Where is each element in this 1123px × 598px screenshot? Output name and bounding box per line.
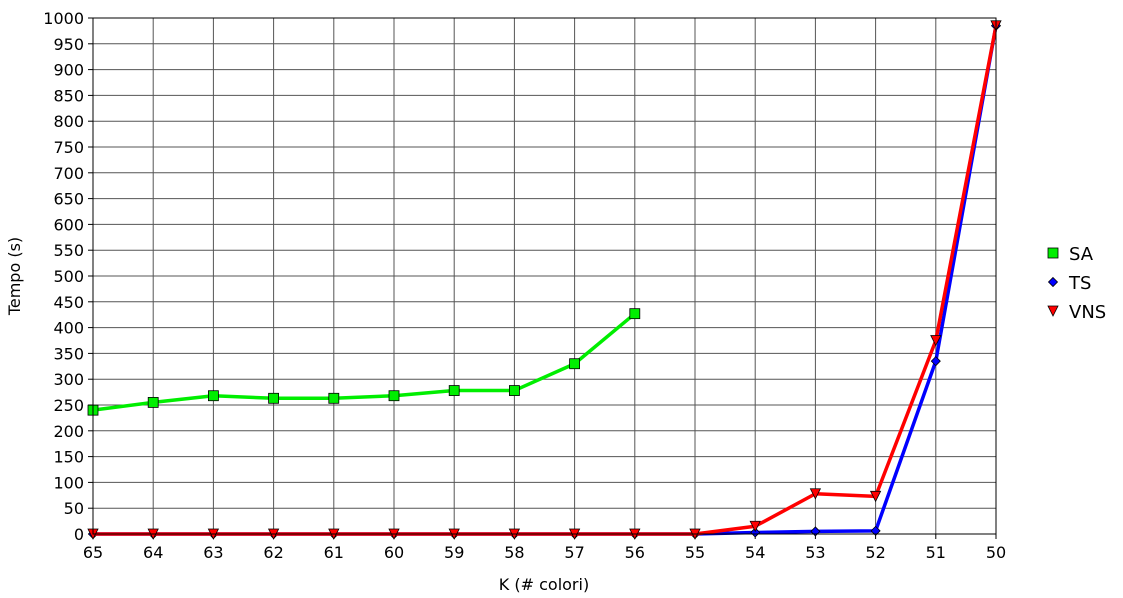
- y-tick-label: 0: [74, 525, 84, 544]
- y-tick-label: 500: [53, 267, 84, 286]
- y-tick-label: 200: [53, 422, 84, 441]
- y-tick-label: 100: [53, 473, 84, 492]
- legend-label-vns: VNS: [1069, 302, 1106, 323]
- x-tick-label: 65: [83, 543, 103, 562]
- y-tick-label: 550: [53, 241, 84, 260]
- data-point-sa: [328, 392, 340, 404]
- legend: SA TS VNS: [1047, 244, 1106, 323]
- x-tick-label: 58: [504, 543, 524, 562]
- data-point-vns: [869, 490, 882, 503]
- data-point-sa: [388, 390, 400, 402]
- y-tick-label: 1000: [43, 9, 84, 28]
- y-tick-label: 800: [53, 112, 84, 131]
- data-point-ts: [870, 525, 881, 536]
- data-point-vns: [749, 520, 761, 533]
- legend-label-sa: SA: [1069, 244, 1094, 265]
- y-tick-label: 250: [53, 396, 84, 415]
- data-point-vns: [930, 335, 942, 347]
- x-tick-label: 55: [685, 543, 705, 562]
- x-tick-label: 64: [143, 543, 163, 562]
- x-axis-title: K (# colori): [499, 575, 589, 594]
- y-tick-label: 700: [53, 164, 84, 183]
- data-point-vns: [809, 488, 822, 500]
- x-tick-label: 56: [625, 543, 645, 562]
- x-tick-label: 53: [805, 543, 825, 562]
- y-tick-label: 50: [64, 499, 84, 518]
- y-tick-label: 350: [53, 344, 84, 363]
- plot-frame: [92, 17, 997, 535]
- y-tick-label: 150: [53, 448, 84, 467]
- x-tick-label: 51: [926, 543, 946, 562]
- legend-marker-vns: [1047, 305, 1059, 317]
- x-tick-label: 52: [865, 543, 885, 562]
- data-point-sa: [448, 385, 460, 396]
- data-point-sa: [569, 358, 580, 370]
- data-point-sa: [629, 308, 641, 320]
- series-line-sa: [92, 312, 636, 412]
- y-tick-label: 650: [53, 190, 84, 209]
- legend-marker-ts: [1047, 276, 1059, 288]
- x-tick-label: 63: [203, 543, 223, 562]
- legend-label-ts: TS: [1068, 273, 1091, 294]
- x-tick-label: 62: [263, 543, 283, 562]
- grid: [88, 17, 997, 539]
- y-tick-label: 850: [53, 86, 84, 105]
- y-tick-label: 950: [53, 35, 84, 54]
- data-point-sa: [147, 397, 159, 408]
- x-tick-label: 61: [324, 543, 344, 562]
- x-tick-label: 57: [564, 543, 584, 562]
- y-tick-label: 300: [53, 370, 84, 389]
- data-point-sa: [268, 392, 280, 404]
- y-tick-label: 400: [53, 319, 84, 338]
- x-tick-label: 60: [384, 543, 404, 562]
- y-tick-labels: 0 50 100 150 200 250 300 350 400 450 500 550 600 650 7…: [43, 9, 84, 544]
- x-tick-label: 50: [986, 543, 1006, 562]
- y-tick-label: 600: [53, 215, 84, 234]
- x-tick-label: 54: [745, 543, 765, 562]
- x-tick-labels: 65 64 63 62 61 60 59 58 57 56 55 54 53 52 51 50: [83, 543, 1006, 562]
- legend-marker-sa: [1047, 247, 1059, 259]
- y-tick-label: 450: [53, 293, 84, 312]
- data-point-sa: [508, 385, 520, 396]
- x-tick-label: 59: [444, 543, 464, 562]
- y-tick-label: 900: [53, 61, 84, 80]
- y-tick-label: 750: [53, 138, 84, 157]
- data-point-ts: [930, 356, 941, 367]
- data-point-ts: [750, 527, 761, 538]
- data-point-sa: [207, 390, 219, 402]
- y-axis-title: Tempo (s): [5, 237, 24, 316]
